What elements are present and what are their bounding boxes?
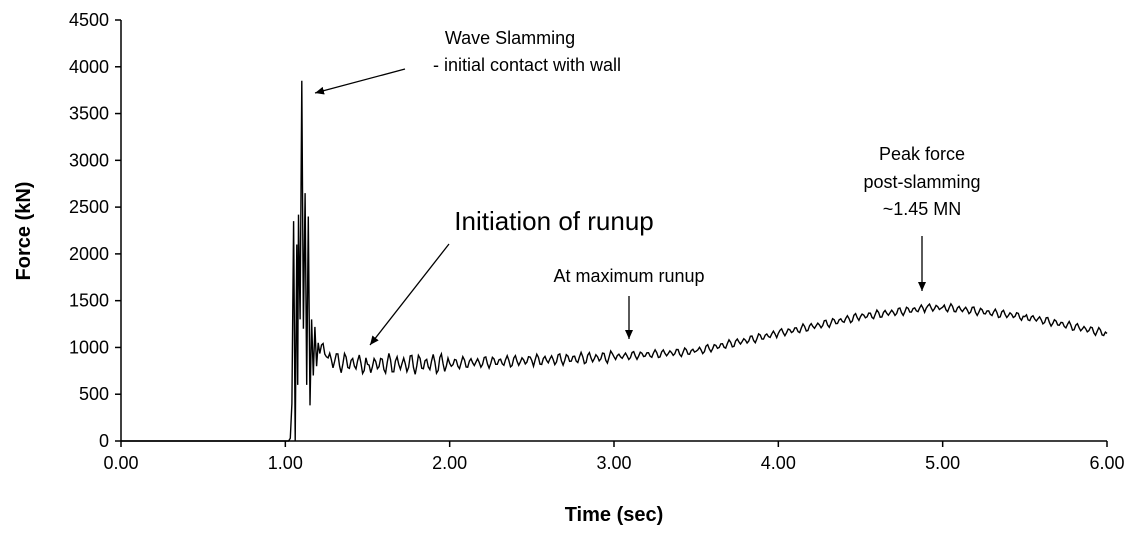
x-axis-title: Time (sec)	[565, 504, 664, 526]
arrow-initiation-runup	[369, 243, 450, 346]
y-tick-label: 3500	[69, 104, 109, 124]
annotation-initiation-runup: Initiation of runup	[454, 206, 653, 236]
x-tick-label: 5.00	[925, 453, 960, 473]
y-tick-label: 4000	[69, 57, 109, 77]
x-tick-label: 1.00	[268, 453, 303, 473]
annotation-wave-slamming: Wave Slamming	[445, 28, 575, 48]
x-tick-label: 0.00	[103, 453, 138, 473]
force-series-line	[121, 80, 1108, 442]
arrow-wave-slamming	[314, 68, 406, 95]
annotation-initial-contact: - initial contact with wall	[433, 55, 621, 75]
y-tick-label: 0	[99, 431, 109, 451]
y-tick-label: 500	[79, 384, 109, 404]
annotation-peak-force: Peak force	[879, 144, 965, 164]
x-tick-label: 2.00	[432, 453, 467, 473]
y-tick-label: 2000	[69, 244, 109, 264]
x-tick-label: 4.00	[761, 453, 796, 473]
x-tick-group: 0.00 1.00 2.00 3.00 4.00 5.00 6.00	[103, 441, 1125, 473]
annotation-post-slamming: post-slamming	[863, 172, 980, 192]
y-axis-title: Force (kN)	[13, 182, 35, 281]
x-tick-label: 3.00	[596, 453, 631, 473]
y-tick-label: 2500	[69, 197, 109, 217]
y-tick-label: 1000	[69, 337, 109, 357]
y-tick-label: 1500	[69, 291, 109, 311]
y-tick-label: 3000	[69, 150, 109, 170]
y-tick-label: 4500	[69, 10, 109, 30]
annotation-maximum-runup: At maximum runup	[553, 266, 704, 286]
annotation-peak-value: ~1.45 MN	[883, 199, 962, 219]
y-tick-group: 0 500 1000 1500 2000 2500 3000 3500 4000 4500	[69, 10, 121, 451]
x-tick-label: 6.00	[1089, 453, 1124, 473]
